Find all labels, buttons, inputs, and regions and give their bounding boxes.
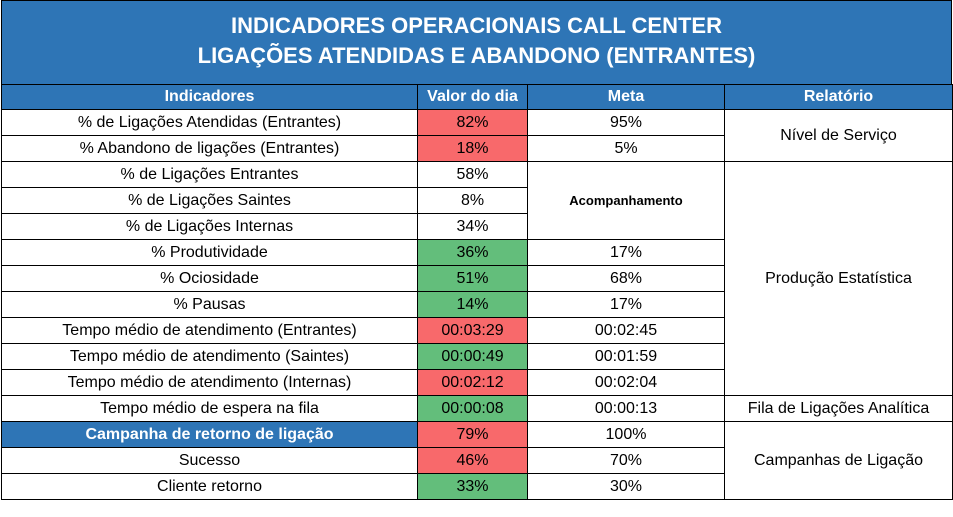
table-row: % de Ligações Entrantes 58% Acompanhamen… <box>1 161 953 396</box>
indicator-cell: % de Ligações Entrantes <box>1 161 418 188</box>
table-row: Cliente retorno 33% 30% <box>1 473 953 500</box>
meta-cell: 17% <box>527 291 725 318</box>
indicator-cell: % Produtividade <box>1 239 418 266</box>
table-row: Tempo médio de atendimento (Entrantes) 0… <box>1 317 953 344</box>
meta-cell: 00:00:13 <box>527 395 725 422</box>
table-row: % de Ligações Internas 34% <box>1 213 953 240</box>
report-sheet: INDICADORES OPERACIONAIS CALL CENTER LIG… <box>1 0 953 500</box>
header-row: Indicadores Valor do dia Meta Relatório <box>1 84 953 110</box>
report-campanhas: Campanhas de Ligação <box>724 421 953 500</box>
indicators-table: Indicadores Valor do dia Meta Relatório … <box>1 84 953 500</box>
value-cell: 58% <box>417 161 528 188</box>
indicator-cell: Tempo médio de atendimento (Entrantes) <box>1 317 418 344</box>
value-cell: 51% <box>417 265 528 292</box>
indicator-cell: % Ociosidade <box>1 265 418 292</box>
meta-cell: 95% <box>527 109 725 136</box>
value-cell: 00:00:49 <box>417 343 528 370</box>
indicator-cell: % de Ligações Internas <box>1 213 418 240</box>
meta-cell: 70% <box>527 447 725 474</box>
value-cell: 00:00:08 <box>417 395 528 422</box>
report-nivel-servico: Nível de Serviço <box>724 109 953 162</box>
header-relatorio: Relatório <box>724 84 953 110</box>
meta-cell: 17% <box>527 239 725 266</box>
indicator-cell: Tempo médio de atendimento (Internas) <box>1 369 418 396</box>
value-cell: 18% <box>417 135 528 162</box>
indicator-cell: % Abandono de ligações (Entrantes) <box>1 135 418 162</box>
header-indicadores: Indicadores <box>1 84 418 110</box>
table-row: Sucesso 46% 70% <box>1 447 953 474</box>
campaign-label-cell: Campanha de retorno de ligação <box>1 421 418 448</box>
report-title: INDICADORES OPERACIONAIS CALL CENTER LIG… <box>1 0 952 84</box>
header-valor: Valor do dia <box>417 84 528 110</box>
indicator-cell: % Pausas <box>1 291 418 318</box>
value-cell: 14% <box>417 291 528 318</box>
table-row: % Abandono de ligações (Entrantes) 18% 5… <box>1 135 953 162</box>
title-line-1: INDICADORES OPERACIONAIS CALL CENTER <box>231 13 722 38</box>
table-row: Campanha de retorno de ligação 79% 100% … <box>1 421 953 500</box>
table-row: Tempo médio de atendimento (Internas) 00… <box>1 369 953 396</box>
value-cell: 36% <box>417 239 528 266</box>
table-row: % de Ligações Atendidas (Entrantes) 82% … <box>1 109 953 162</box>
indicator-cell: Cliente retorno <box>1 473 418 500</box>
meta-cell: 30% <box>527 473 725 500</box>
table-row: % Ociosidade 51% 68% <box>1 265 953 292</box>
table-row: Tempo médio de atendimento (Saintes) 00:… <box>1 343 953 370</box>
table-row: % Pausas 14% 17% <box>1 291 953 318</box>
indicator-cell: Sucesso <box>1 447 418 474</box>
value-cell: 34% <box>417 213 528 240</box>
report-fila: Fila de Ligações Analítica <box>724 395 953 422</box>
value-cell: 00:03:29 <box>417 317 528 344</box>
meta-cell: 100% <box>527 421 725 448</box>
meta-cell: 68% <box>527 265 725 292</box>
value-cell: 46% <box>417 447 528 474</box>
meta-cell: 00:02:04 <box>527 369 725 396</box>
report-producao: Produção Estatística <box>724 161 953 396</box>
value-cell: 82% <box>417 109 528 136</box>
value-cell: 33% <box>417 473 528 500</box>
meta-cell: 00:01:59 <box>527 343 725 370</box>
header-meta: Meta <box>527 84 725 110</box>
table-row: % Produtividade 36% 17% <box>1 239 953 266</box>
meta-cell: 5% <box>527 135 725 162</box>
indicator-cell: % de Ligações Saintes <box>1 187 418 214</box>
indicator-cell: % de Ligações Atendidas (Entrantes) <box>1 109 418 136</box>
value-cell: 8% <box>417 187 528 214</box>
title-line-2: LIGAÇÕES ATENDIDAS E ABANDONO (ENTRANTES… <box>197 43 756 68</box>
table-row: Tempo médio de espera na fila 00:00:08 0… <box>1 395 953 422</box>
indicator-cell: Tempo médio de atendimento (Saintes) <box>1 343 418 370</box>
indicator-cell: Tempo médio de espera na fila <box>1 395 418 422</box>
value-cell: 00:02:12 <box>417 369 528 396</box>
meta-cell: 00:02:45 <box>527 317 725 344</box>
value-cell: 79% <box>417 421 528 448</box>
acompanhamento-cell: Acompanhamento <box>527 161 725 240</box>
